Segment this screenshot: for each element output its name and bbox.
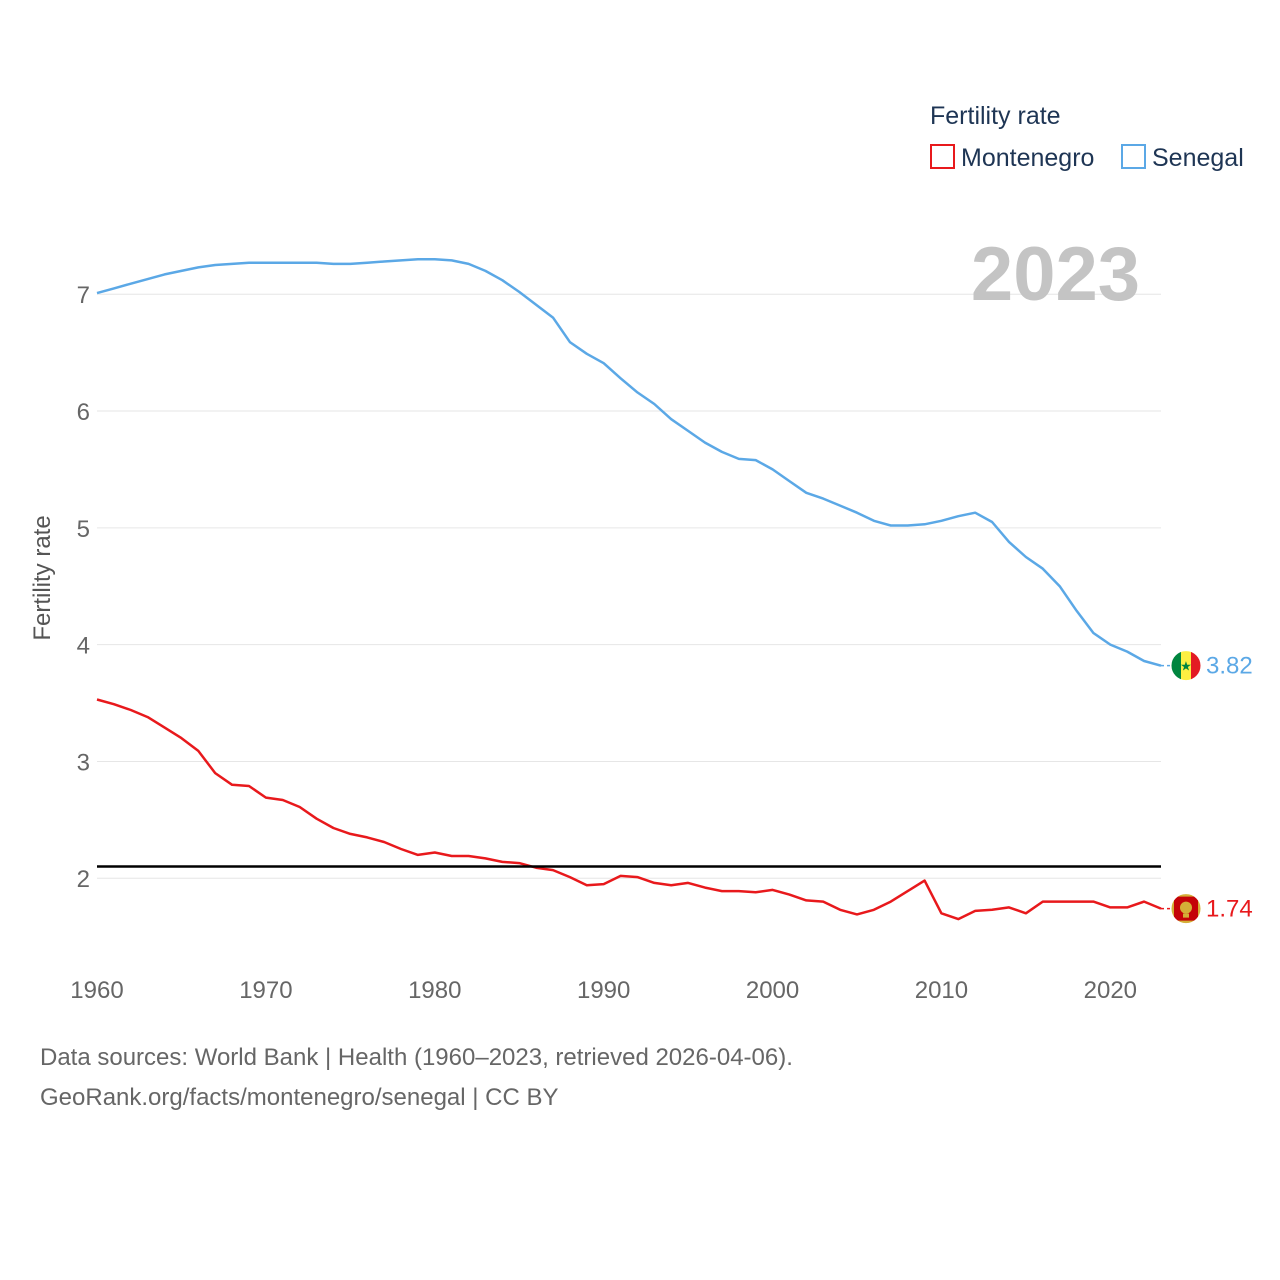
- x-axis-ticks: 1960 1970 1980 1990 2000 2010 2020: [70, 977, 1137, 1004]
- y-tick-7: 7: [77, 282, 90, 309]
- series-end-markers: 1.74 ★ 3.82: [1161, 650, 1253, 925]
- x-tick-1960: 1960: [70, 977, 123, 1004]
- gridlines: [97, 293, 1161, 879]
- legend: Fertility rate Montenegro Senegal: [930, 102, 1244, 172]
- end-value-senegal: 3.82: [1206, 653, 1253, 680]
- legend-swatch-senegal: [1121, 144, 1146, 169]
- montenegro-flag-icon: [1170, 893, 1202, 925]
- series-lines: [96, 257, 1162, 921]
- svg-text:★: ★: [1180, 659, 1192, 674]
- legend-item-montenegro[interactable]: Montenegro: [930, 144, 1094, 172]
- y-tick-6: 6: [77, 399, 90, 426]
- y-tick-2: 2: [77, 866, 90, 893]
- series-line-senegal: [96, 257, 1162, 667]
- year-label: 2023: [971, 232, 1140, 317]
- y-axis-title: Fertility rate: [29, 515, 56, 640]
- series-line-montenegro: [96, 698, 1162, 921]
- end-value-montenegro: 1.74: [1206, 896, 1253, 923]
- x-tick-1980: 1980: [408, 977, 461, 1004]
- legend-label-senegal: Senegal: [1152, 144, 1244, 172]
- y-axis-ticks: 2 3 4 5 6 7: [77, 282, 90, 893]
- senegal-flag-icon: ★: [1170, 650, 1202, 682]
- legend-label-montenegro: Montenegro: [961, 144, 1094, 172]
- legend-title: Fertility rate: [930, 102, 1061, 130]
- legend-swatch-montenegro: [930, 144, 955, 169]
- x-tick-1970: 1970: [239, 977, 292, 1004]
- x-tick-2020: 2020: [1084, 977, 1137, 1004]
- x-tick-2010: 2010: [915, 977, 968, 1004]
- legend-item-senegal[interactable]: Senegal: [1121, 144, 1244, 172]
- y-tick-3: 3: [77, 749, 90, 776]
- x-tick-1990: 1990: [577, 977, 630, 1004]
- source-note: Data sources: World Bank | Health (1960–…: [40, 1044, 793, 1071]
- x-tick-2000: 2000: [746, 977, 799, 1004]
- source-link[interactable]: GeoRank.org/facts/montenegro/senegal | C…: [40, 1084, 559, 1111]
- y-tick-4: 4: [77, 633, 90, 660]
- y-tick-5: 5: [77, 516, 90, 543]
